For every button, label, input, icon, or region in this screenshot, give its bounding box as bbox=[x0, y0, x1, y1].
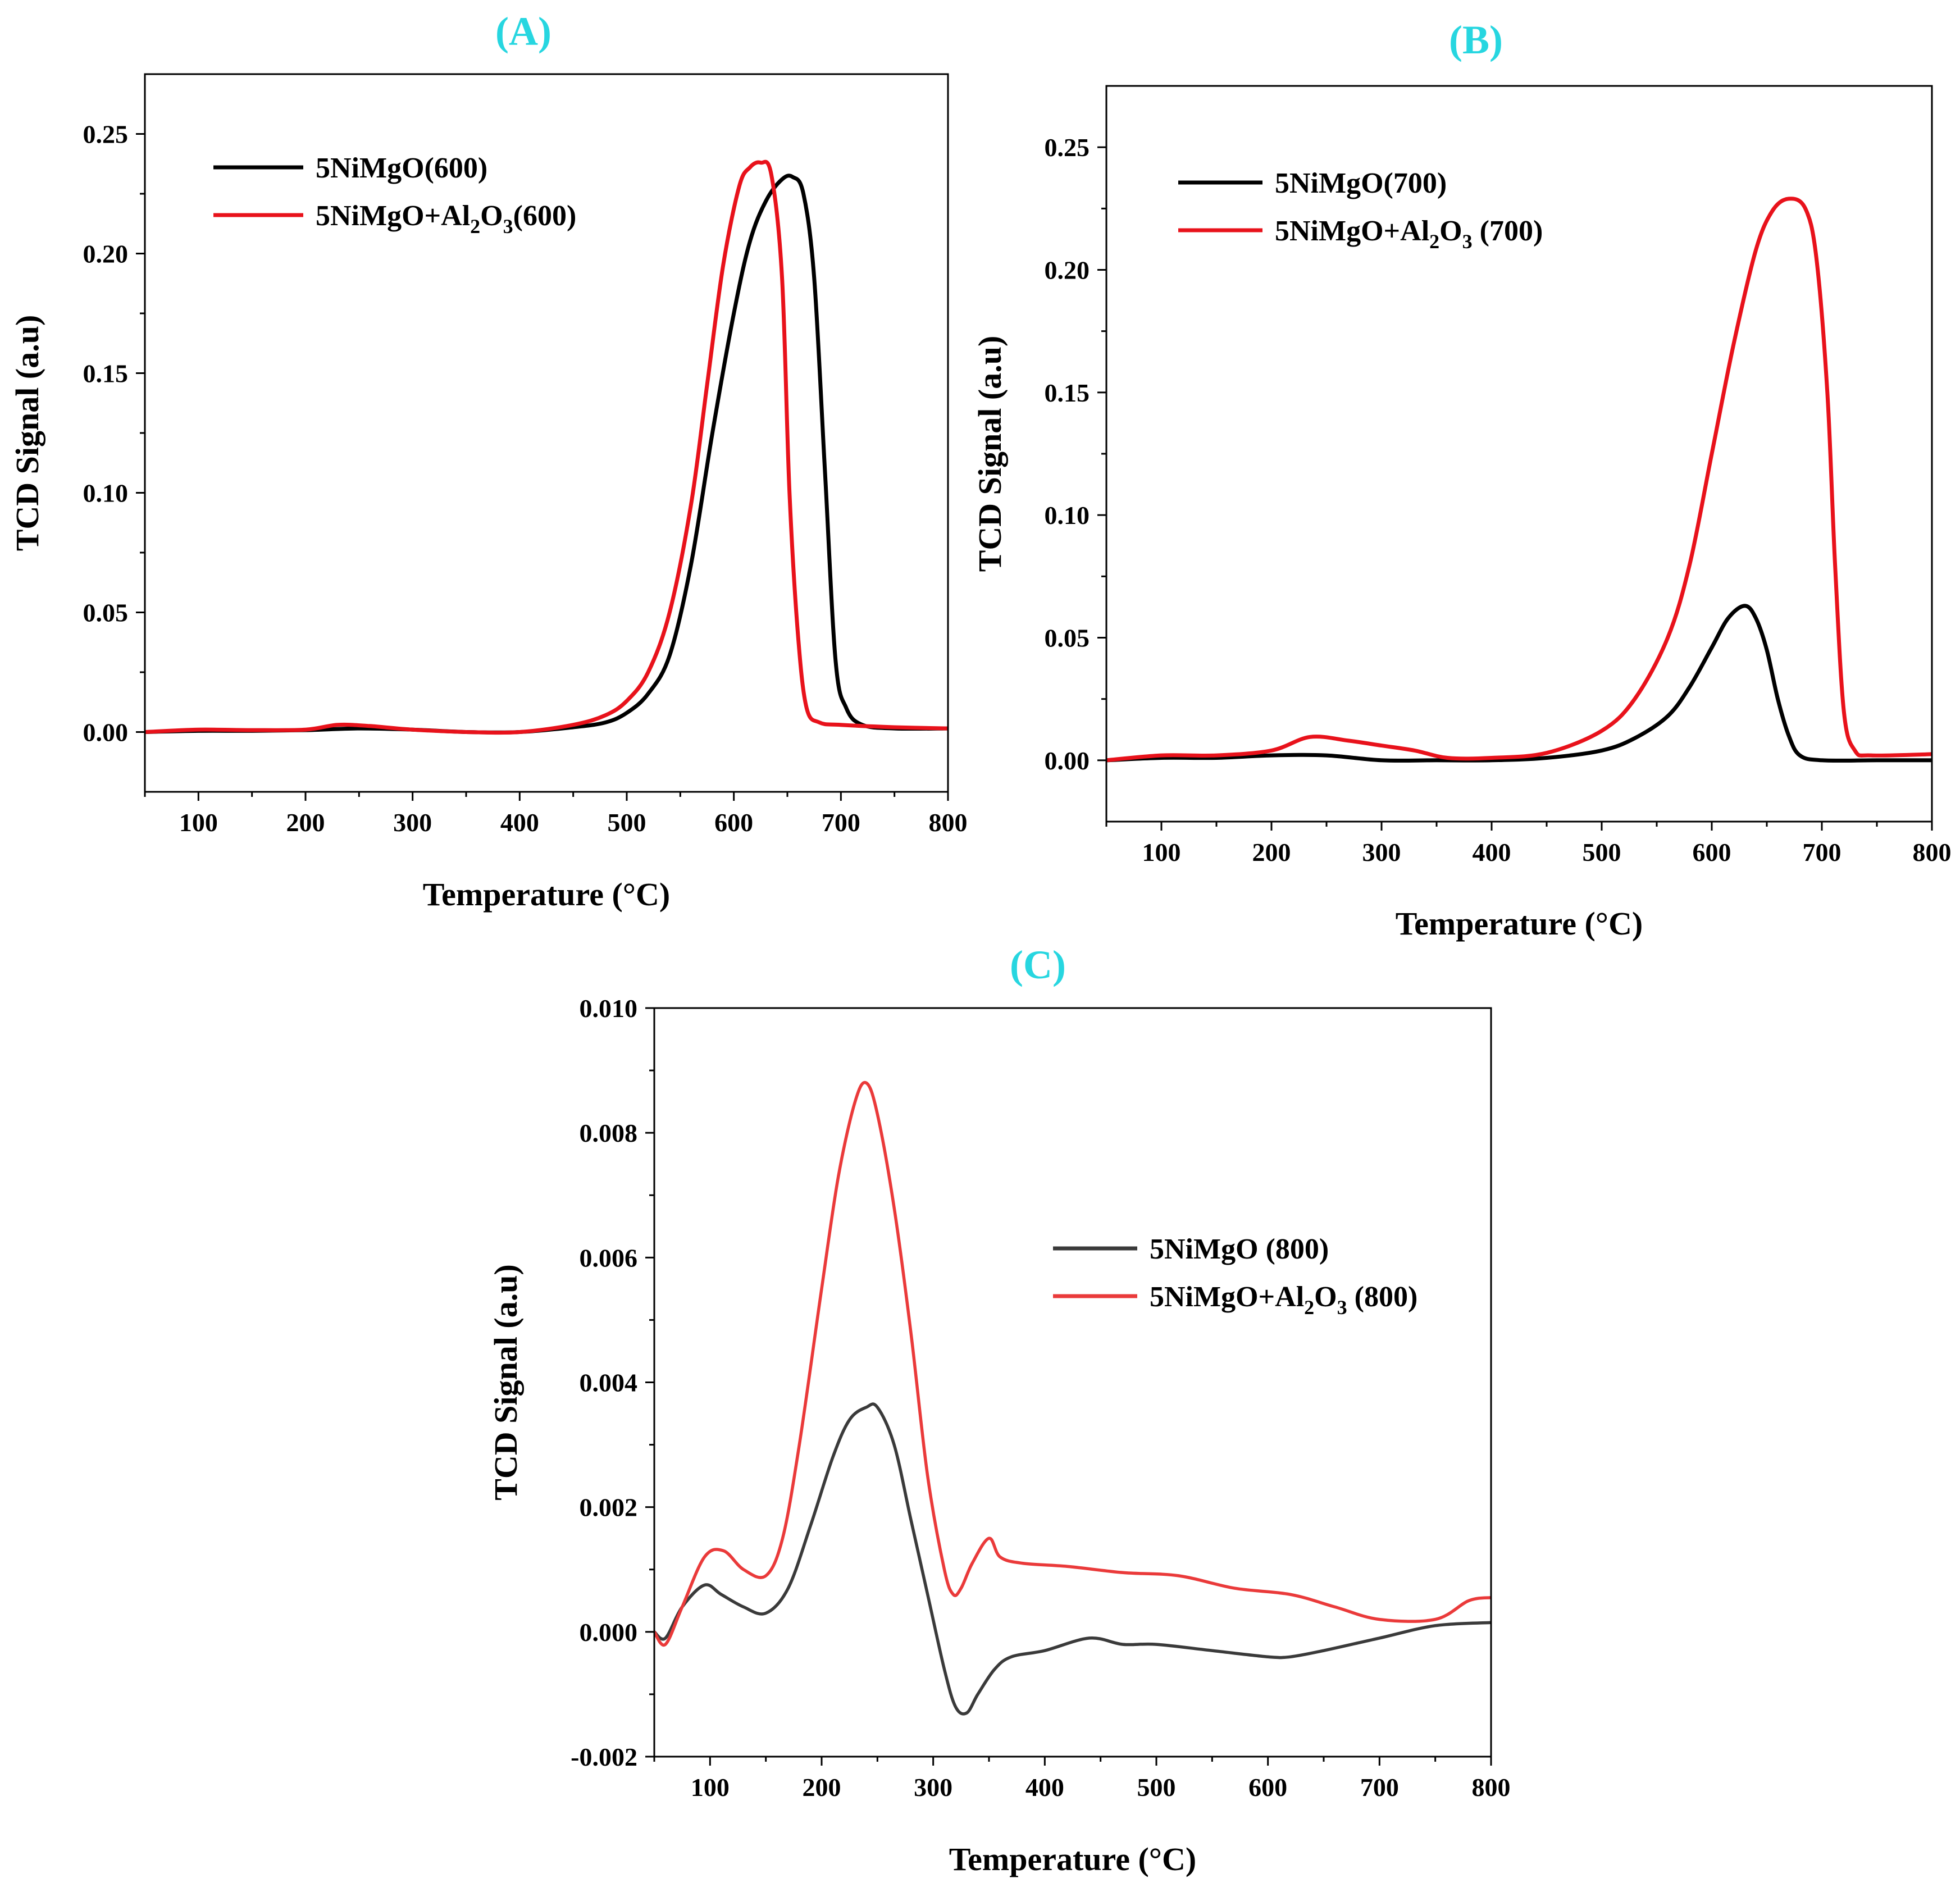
legend-label-1: 5NiMgO(600) bbox=[316, 152, 487, 184]
x-axis: 100 200 300 400 500 600 700 800 bbox=[653, 1757, 1511, 1802]
x-tick-label: 700 bbox=[1360, 1773, 1399, 1802]
legend-label-1: 5NiMgO(700) bbox=[1275, 167, 1447, 199]
y-axis-title: TCD Signal (a.u) bbox=[9, 315, 45, 551]
legend-text-part: (800) bbox=[1347, 1281, 1418, 1313]
x-tick-label: 700 bbox=[1803, 838, 1842, 867]
y-tick-label: 0.004 bbox=[580, 1369, 638, 1397]
y-tick-label: 0.25 bbox=[1045, 133, 1090, 162]
x-tick-label: 600 bbox=[1693, 838, 1731, 867]
legend-text-part: 5NiMgO+Al bbox=[316, 200, 470, 232]
x-tick-label: 200 bbox=[286, 808, 325, 837]
x-tick-label: 500 bbox=[1583, 838, 1621, 867]
y-tick-label: 0.00 bbox=[83, 718, 129, 747]
series-line-1 bbox=[1106, 604, 1932, 763]
chart-panel-b: (B)100 200 300 400 500 600 700 8000.000.050.100… bbox=[972, 17, 1952, 942]
x-axis: 100 200 300 400 500 600 700 800 bbox=[144, 792, 968, 837]
x-tick-label: 700 bbox=[822, 808, 860, 837]
x-tick-label: 800 bbox=[1913, 838, 1952, 867]
legend-text-part: O bbox=[1314, 1281, 1337, 1313]
y-tick-label: 0.10 bbox=[83, 479, 129, 508]
legend: 5NiMgO (800) 5NiMgO+Al2O3 (800) bbox=[1053, 1233, 1417, 1319]
x-tick-label: 500 bbox=[608, 808, 646, 837]
y-axis: -0.002 0.000 0.002 0.004 0.006 0.008 0.010 bbox=[571, 994, 654, 1771]
legend-subscript: 2 bbox=[1429, 230, 1439, 253]
x-axis-title: Temperature (°C) bbox=[1396, 905, 1643, 942]
x-tick-label: 400 bbox=[500, 808, 539, 837]
x-tick-label: 400 bbox=[1025, 1773, 1064, 1802]
legend-label-2: 5NiMgO+Al2O3 (700) bbox=[1275, 215, 1543, 253]
chart-panel-c: (C) 100 200 300 400 500 600 700 800 -0.002 0.000 0.… bbox=[487, 942, 1511, 1877]
x-tick-label: 400 bbox=[1473, 838, 1511, 867]
panel-title: (A) bbox=[495, 9, 551, 54]
x-tick-label: 800 bbox=[929, 808, 968, 837]
legend-text-part: O bbox=[480, 200, 503, 232]
y-tick-label: 0.20 bbox=[1045, 256, 1090, 285]
y-axis-title: TCD Signal (a.u) bbox=[487, 1264, 524, 1501]
y-tick-label: 0.010 bbox=[580, 994, 638, 1023]
y-tick-label: 0.006 bbox=[580, 1243, 638, 1272]
legend-label-1: 5NiMgO (800) bbox=[1150, 1233, 1329, 1265]
legend-text-part: O bbox=[1439, 215, 1462, 247]
legend-text-part: (600) bbox=[513, 200, 577, 232]
series-line-1 bbox=[654, 1402, 1491, 1716]
x-tick-label: 600 bbox=[1248, 1773, 1287, 1802]
y-axis: 0.00 0.05 0.10 0.15 0.20 0.25 bbox=[1045, 133, 1106, 775]
legend-text-part: 5NiMgO (800) bbox=[1150, 1233, 1329, 1265]
legend-subscript: 3 bbox=[503, 215, 513, 238]
x-tick-label: 300 bbox=[393, 808, 432, 837]
legend: 5NiMgO(700) 5NiMgO+Al2O3 (700) bbox=[1178, 167, 1543, 253]
x-axis: 100 200 300 400 500 600 700 800 bbox=[1105, 822, 1952, 867]
x-axis-title: Temperature (°C) bbox=[949, 1841, 1196, 1877]
series-group bbox=[145, 159, 948, 735]
legend-text-part: (700) bbox=[1473, 215, 1543, 247]
legend-label-2: 5NiMgO+Al2O3 (800) bbox=[1150, 1281, 1417, 1319]
legend-subscript: 2 bbox=[470, 215, 480, 238]
y-tick-label: -0.002 bbox=[571, 1743, 637, 1771]
y-axis: 0.00 0.05 0.10 0.15 0.20 0.25 bbox=[83, 120, 145, 747]
x-tick-label: 200 bbox=[803, 1773, 841, 1802]
x-tick-label: 300 bbox=[914, 1773, 952, 1802]
y-tick-label: 0.05 bbox=[83, 599, 129, 627]
y-tick-label: 0.15 bbox=[83, 359, 129, 388]
series-group bbox=[1106, 197, 1932, 763]
legend: 5NiMgO(600) 5NiMgO+Al2O3(600) bbox=[213, 152, 576, 238]
y-tick-label: 0.008 bbox=[580, 1119, 638, 1147]
legend-subscript: 2 bbox=[1304, 1296, 1314, 1319]
y-tick-label: 0.002 bbox=[580, 1493, 638, 1522]
series-line-2 bbox=[654, 1080, 1491, 1647]
legend-subscript: 3 bbox=[1462, 230, 1473, 253]
legend-subscript: 3 bbox=[1337, 1296, 1347, 1319]
y-tick-label: 0.15 bbox=[1045, 379, 1090, 407]
x-tick-label: 200 bbox=[1252, 838, 1291, 867]
legend-text-part: 5NiMgO(600) bbox=[316, 152, 487, 184]
legend-text-part: 5NiMgO+Al bbox=[1150, 1281, 1304, 1313]
chart-panel-a: (A)100 200 300 400 500 600 700 8000.000.050.100… bbox=[9, 9, 968, 913]
y-tick-label: 0.10 bbox=[1045, 501, 1090, 530]
legend-text-part: 5NiMgO(700) bbox=[1275, 167, 1447, 199]
x-tick-label: 100 bbox=[179, 808, 218, 837]
x-axis-title: Temperature (°C) bbox=[423, 876, 670, 913]
panel-title: (B) bbox=[1449, 17, 1503, 62]
series-line-2 bbox=[145, 159, 948, 735]
y-tick-label: 0.000 bbox=[580, 1618, 638, 1647]
x-tick-label: 800 bbox=[1472, 1773, 1511, 1802]
y-tick-label: 0.25 bbox=[83, 120, 129, 149]
y-tick-label: 0.20 bbox=[83, 240, 129, 268]
x-tick-label: 100 bbox=[691, 1773, 730, 1802]
y-tick-label: 0.05 bbox=[1045, 624, 1090, 653]
panel-title: (C) bbox=[1010, 942, 1066, 987]
legend-text-part: 5NiMgO+Al bbox=[1275, 215, 1429, 247]
series-group bbox=[654, 1080, 1491, 1716]
legend-label-2: 5NiMgO+Al2O3(600) bbox=[316, 200, 576, 238]
x-tick-label: 500 bbox=[1137, 1773, 1176, 1802]
x-tick-label: 600 bbox=[714, 808, 753, 837]
y-tick-label: 0.00 bbox=[1045, 746, 1090, 775]
y-axis-title: TCD Signal (a.u) bbox=[972, 336, 1008, 572]
x-tick-label: 300 bbox=[1362, 838, 1401, 867]
series-line-2 bbox=[1106, 197, 1932, 763]
x-tick-label: 100 bbox=[1142, 838, 1181, 867]
